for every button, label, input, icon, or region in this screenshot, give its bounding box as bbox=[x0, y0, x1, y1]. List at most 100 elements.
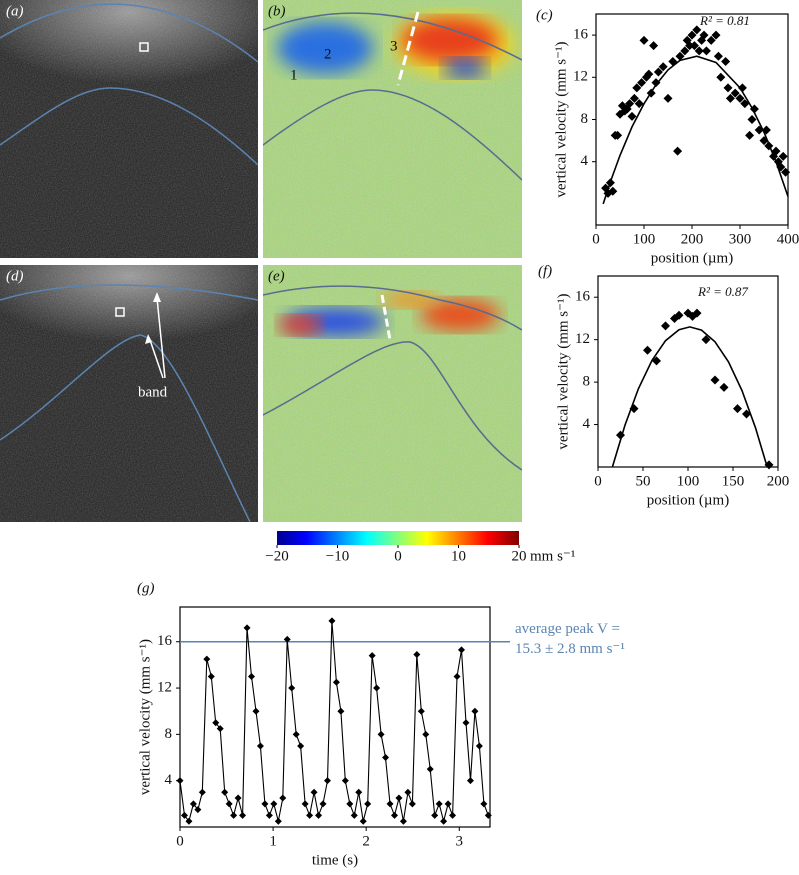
y-tick-label: 4 bbox=[581, 153, 589, 169]
point bbox=[725, 93, 735, 103]
point bbox=[713, 51, 723, 61]
x-tick-label: 100 bbox=[677, 473, 700, 489]
point bbox=[649, 41, 659, 51]
point bbox=[337, 707, 345, 715]
band-label: band bbox=[138, 384, 168, 400]
x-tick-label: 0 bbox=[594, 473, 602, 489]
x-tick-label: 200 bbox=[767, 473, 790, 489]
y-tick-label: 12 bbox=[575, 331, 590, 347]
point bbox=[301, 800, 309, 808]
point bbox=[462, 719, 470, 727]
r-squared: R² = 0.81 bbox=[699, 13, 750, 28]
speckle bbox=[0, 265, 258, 522]
point bbox=[341, 777, 349, 785]
r-squared: R² = 0.87 bbox=[697, 284, 748, 299]
y-tick-label: 12 bbox=[157, 679, 172, 695]
point bbox=[652, 356, 661, 366]
point bbox=[221, 788, 229, 796]
point bbox=[390, 811, 398, 819]
point bbox=[408, 800, 416, 808]
velocity-map bbox=[263, 0, 522, 258]
point bbox=[658, 62, 668, 72]
point bbox=[721, 56, 731, 66]
point bbox=[699, 30, 709, 40]
point bbox=[203, 655, 211, 663]
point bbox=[627, 111, 637, 121]
point bbox=[176, 777, 184, 785]
point bbox=[323, 777, 331, 785]
point bbox=[680, 46, 690, 56]
outline bbox=[0, 284, 258, 301]
point bbox=[711, 30, 721, 40]
point bbox=[261, 800, 269, 808]
point bbox=[180, 811, 188, 819]
point bbox=[613, 130, 623, 140]
point bbox=[771, 146, 781, 156]
region-label: 3 bbox=[390, 38, 398, 54]
point bbox=[395, 794, 403, 802]
y-axis-label: vertical velocity (mm s⁻¹) bbox=[555, 293, 571, 449]
point bbox=[216, 725, 224, 733]
x-tick-label: 100 bbox=[633, 231, 656, 247]
velocity-map bbox=[263, 265, 522, 522]
panel-label: (b) bbox=[268, 3, 286, 19]
point bbox=[319, 800, 327, 808]
point bbox=[413, 650, 421, 658]
point bbox=[404, 788, 412, 796]
point bbox=[230, 811, 238, 819]
point bbox=[422, 730, 430, 738]
y-tick-label: 12 bbox=[573, 69, 588, 85]
point bbox=[692, 308, 702, 318]
ultrasound-image bbox=[0, 0, 258, 258]
point bbox=[346, 800, 354, 808]
series-line bbox=[611, 326, 768, 468]
point bbox=[399, 817, 407, 825]
point bbox=[373, 684, 381, 692]
point bbox=[634, 99, 644, 109]
point bbox=[440, 817, 448, 825]
y-axis-label: vertical velocity (mm s⁻¹) bbox=[137, 639, 153, 795]
panel-label: (c) bbox=[536, 7, 553, 23]
point bbox=[279, 794, 287, 802]
dashed-line bbox=[396, 11, 420, 86]
outline bbox=[263, 285, 522, 331]
y-tick-label: 4 bbox=[165, 772, 173, 788]
point bbox=[350, 811, 358, 819]
point bbox=[274, 817, 282, 825]
y-tick-label: 8 bbox=[581, 111, 589, 127]
outline bbox=[0, 87, 258, 166]
point bbox=[328, 617, 336, 625]
point bbox=[740, 99, 750, 109]
panel-label: (a) bbox=[6, 3, 24, 19]
point bbox=[247, 672, 255, 680]
point bbox=[435, 800, 443, 808]
y-tick-label: 8 bbox=[165, 726, 173, 742]
arrow bbox=[156, 297, 166, 379]
point bbox=[689, 41, 699, 51]
y-tick-label: 4 bbox=[583, 416, 591, 432]
colorbar-tick-label: −10 bbox=[326, 548, 349, 564]
point bbox=[185, 817, 193, 825]
y-tick-label: 16 bbox=[157, 633, 173, 649]
point bbox=[484, 811, 492, 819]
x-tick-label: 150 bbox=[722, 473, 745, 489]
point bbox=[458, 646, 466, 654]
point bbox=[368, 652, 376, 660]
point bbox=[212, 719, 220, 727]
point bbox=[297, 742, 305, 750]
blob bbox=[382, 292, 438, 308]
point bbox=[382, 754, 390, 762]
point bbox=[234, 794, 242, 802]
point bbox=[444, 800, 452, 808]
y-tick-label: 8 bbox=[583, 374, 591, 390]
roi bbox=[139, 42, 149, 52]
point bbox=[243, 624, 251, 632]
arrow-head bbox=[145, 334, 152, 344]
point bbox=[735, 93, 745, 103]
region-label: 1 bbox=[290, 67, 298, 83]
blob bbox=[420, 299, 500, 331]
roi bbox=[115, 307, 125, 317]
colorbar-tick-label: 0 bbox=[394, 548, 402, 564]
point bbox=[417, 707, 425, 715]
panel-label: (f) bbox=[538, 263, 552, 279]
